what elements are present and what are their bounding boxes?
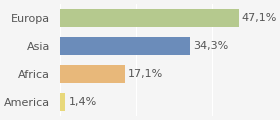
Bar (60, 93, 65, 111)
Bar (60, 9, 239, 27)
Text: 1,4%: 1,4% (68, 97, 97, 107)
Text: 34,3%: 34,3% (193, 41, 228, 51)
Bar (60, 65, 125, 83)
Text: 47,1%: 47,1% (242, 13, 277, 23)
Text: 17,1%: 17,1% (128, 69, 163, 79)
Bar (60, 37, 190, 55)
